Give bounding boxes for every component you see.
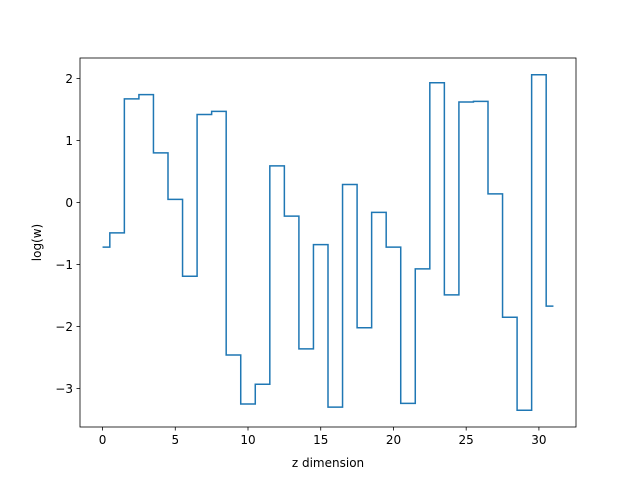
x-tick-label: 0	[99, 433, 107, 447]
y-tick-label: 1	[65, 134, 73, 148]
x-tick-label: 10	[240, 433, 255, 447]
y-tick-label: −2	[55, 320, 73, 334]
x-tick-label: 25	[459, 433, 474, 447]
series-step-line	[102, 73, 554, 412]
y-axis-ticks: −3 −2 −1 0 1 2	[55, 72, 80, 396]
x-tick-label: 5	[171, 433, 179, 447]
y-tick-label: −3	[55, 382, 73, 396]
x-tick-label: 15	[313, 433, 328, 447]
y-tick-label: −1	[55, 258, 73, 272]
x-axis-label: z dimension	[292, 456, 364, 470]
axes-frame	[79, 57, 577, 428]
y-axis-label: log(w)	[30, 224, 44, 261]
x-tick-label: 30	[531, 433, 546, 447]
y-tick-label: 2	[65, 72, 73, 86]
plot-area	[102, 73, 554, 412]
x-axis-ticks: 0 5 10 15 20 25 30	[99, 427, 547, 447]
x-tick-label: 20	[386, 433, 401, 447]
y-tick-label: 0	[65, 196, 73, 210]
